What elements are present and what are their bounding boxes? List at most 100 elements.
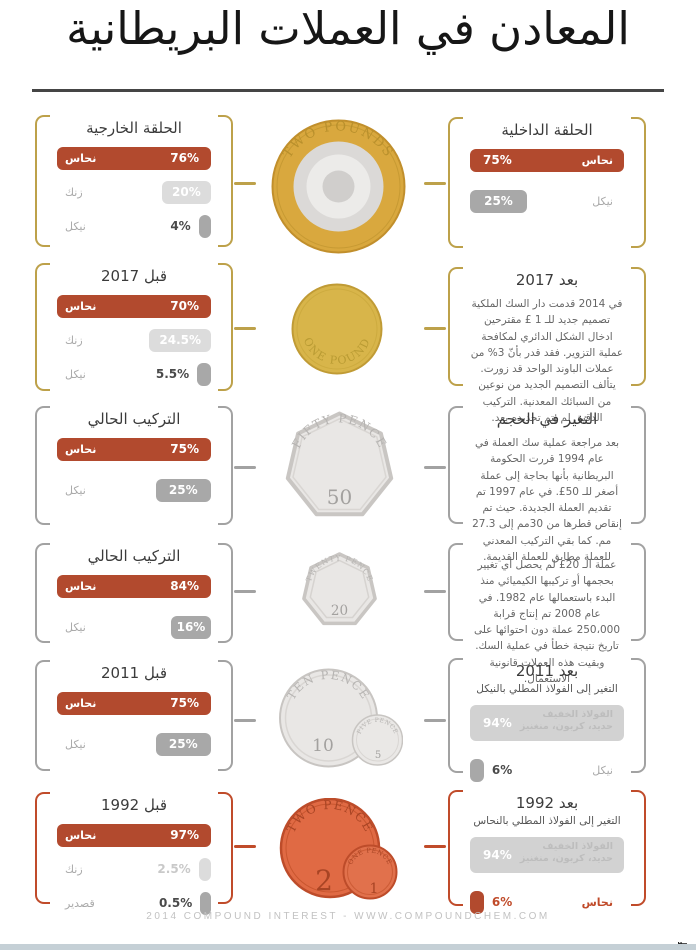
- bar-row: 75% نحاس: [57, 438, 211, 461]
- metal-label: نحاس: [581, 154, 613, 167]
- coin-denomination: 10: [312, 736, 334, 756]
- panel-title: التركيب الحالي: [87, 410, 181, 428]
- metal-label: نيكل: [592, 764, 613, 777]
- percentage-value: 75%: [483, 153, 512, 167]
- bar-row: 94% الفولاذ الخفيف حديد، كربون، منغنيز: [470, 837, 624, 873]
- bar-row: 5.5% نيكل: [57, 363, 211, 386]
- panel-title: قبل 2017: [100, 267, 167, 285]
- percentage-value: 16%: [176, 620, 206, 634]
- bracket-left: [35, 660, 50, 771]
- panel-inner-ring: الحلقة الداخلية 75% نحاس 25% نيكل: [448, 117, 646, 248]
- panel-2p-after-1992: بعد 1992 التغير إلى الفولاذ المطلي بالنح…: [448, 790, 646, 914]
- panel-title: التغير في الحجم: [496, 410, 598, 428]
- nickel-bar: [197, 363, 211, 386]
- bracket-right: [218, 660, 233, 771]
- metal-label: نحاس: [65, 580, 97, 593]
- bracket-right: [218, 406, 233, 525]
- connector-line: [234, 182, 256, 185]
- bracket-left: [35, 406, 50, 525]
- nickel-bar: 25%: [155, 733, 211, 756]
- page-title: المعادن في العملات البريطانية: [66, 2, 630, 55]
- title-divider: [32, 89, 664, 92]
- coin-twenty-pence: TWENTY PENCE 20: [299, 550, 380, 635]
- bar-row: 70% نحاس: [57, 295, 211, 318]
- percentage-value: 76%: [170, 151, 199, 165]
- metal-label: نحاس: [65, 300, 97, 313]
- connector-line: [424, 845, 446, 848]
- panel-20p-composition: التركيب الحالي 84% نحاس 16% نيكل: [35, 543, 233, 643]
- coin-denomination: 5: [375, 750, 381, 761]
- panel-text: بعد مراجعة عملية سك العملة في عام 1994 ق…: [472, 437, 622, 563]
- bar-row: 20% زنك: [57, 181, 211, 204]
- bracket-left: [35, 792, 50, 904]
- coin-denomination: 2: [315, 864, 333, 897]
- panel-title: الحلقة الخارجية: [86, 119, 182, 137]
- connector-line: [424, 466, 446, 469]
- composition-bars: 70% نحاس 24.5% زنك 5.5% نيكل: [57, 295, 211, 386]
- bracket-left: [448, 543, 463, 641]
- bar-row: 24.5% زنك: [57, 329, 211, 352]
- bracket-right: [631, 117, 646, 248]
- coin-denomination: 50: [327, 485, 352, 509]
- bracket-left: [448, 658, 463, 773]
- composition-bars: 75% نحاس 25% نيكل: [470, 149, 624, 213]
- bar-row: 6% نحاس: [470, 891, 624, 914]
- bar-row: 84% نحاس: [57, 575, 211, 598]
- panel-outer-ring: الحلقة الخارجية 76% نحاس 20% زنك 4% نيكل: [35, 115, 233, 247]
- nickel-bar: [198, 215, 211, 238]
- panel-title: قبل 1992: [100, 796, 167, 814]
- metal-label: نيكل: [65, 738, 86, 751]
- nickel-bar: 25%: [470, 190, 527, 213]
- coin-two-pounds: TWO POUNDS: [270, 118, 407, 259]
- metal-label: نحاس: [65, 443, 97, 456]
- connector-line: [424, 327, 446, 330]
- panel-subtitle: التغير إلى الفولاذ المطلي بالنيكل: [476, 683, 618, 695]
- metal-label: زنك: [65, 186, 83, 199]
- coin-one-pound: ONE POUND: [291, 283, 383, 379]
- percentage-value: 75%: [170, 696, 199, 710]
- percentage-value: 25%: [168, 483, 198, 497]
- metal-label: نيكل: [65, 368, 86, 381]
- metal-label: نحاس: [581, 896, 613, 909]
- panel-text: عملة الـ 20£ لم يحصل أي تغيير بحجمها أو …: [473, 559, 621, 685]
- percentage-value: 6%: [491, 763, 513, 777]
- composition-bars: 75% نحاس 25% نيكل: [57, 438, 211, 502]
- copper-bar: 75%: [470, 149, 624, 172]
- panel-title: بعد 2017: [515, 271, 579, 289]
- connector-line: [234, 327, 256, 330]
- bracket-right: [218, 792, 233, 904]
- connector-line: [424, 590, 446, 593]
- panel-pound-after-2017: بعد 2017 في 2014 قدمت دار السك الملكية ت…: [448, 267, 646, 424]
- bar-row: 25% نيكل: [57, 479, 211, 502]
- percentage-value: 94%: [483, 848, 512, 862]
- percentage-value: 6%: [491, 895, 513, 909]
- metal-label: نحاس: [65, 829, 97, 842]
- bar-row: 2.5% زنك: [57, 858, 211, 881]
- bracket-right: [631, 543, 646, 641]
- panel-title: قبل 2011: [100, 664, 167, 682]
- bracket-left: [448, 117, 463, 248]
- composition-bars: 97% نحاس 2.5% زنك 0.5% قصدير: [57, 824, 211, 915]
- composition-bars: 76% نحاس 20% زنك 4% نيكل: [57, 147, 211, 238]
- percentage-value: 24.5%: [159, 333, 202, 347]
- copper-bar: 84%: [57, 575, 211, 598]
- copper-bar: 75%: [57, 692, 211, 715]
- connector-line: [234, 845, 256, 848]
- steel-bar: 94%: [470, 705, 624, 741]
- connector-line: [234, 590, 256, 593]
- coin-denomination: 1: [370, 881, 379, 897]
- composition-bars: 75% نحاس 25% نيكل: [57, 692, 211, 756]
- bracket-right: [631, 790, 646, 906]
- panel-title: بعد 1992: [515, 794, 579, 812]
- bottom-strip: [0, 944, 696, 950]
- metal-label: نيكل: [592, 195, 613, 208]
- coin-two-pence: TWO PENCE 2 ONE PENCE 1: [278, 797, 398, 904]
- bracket-left: [448, 267, 463, 386]
- metal-label: نيكل: [65, 220, 86, 233]
- panel-50p-size-change: التغير في الحجم بعد مراجعة عملية سك العم…: [448, 406, 646, 563]
- bar-row: 94% الفولاذ الخفيف حديد، كربون، منغنيز: [470, 705, 624, 741]
- steel-bar: 94%: [470, 837, 624, 873]
- composition-bars: 84% نحاس 16% نيكل: [57, 575, 211, 639]
- bracket-left: [35, 543, 50, 643]
